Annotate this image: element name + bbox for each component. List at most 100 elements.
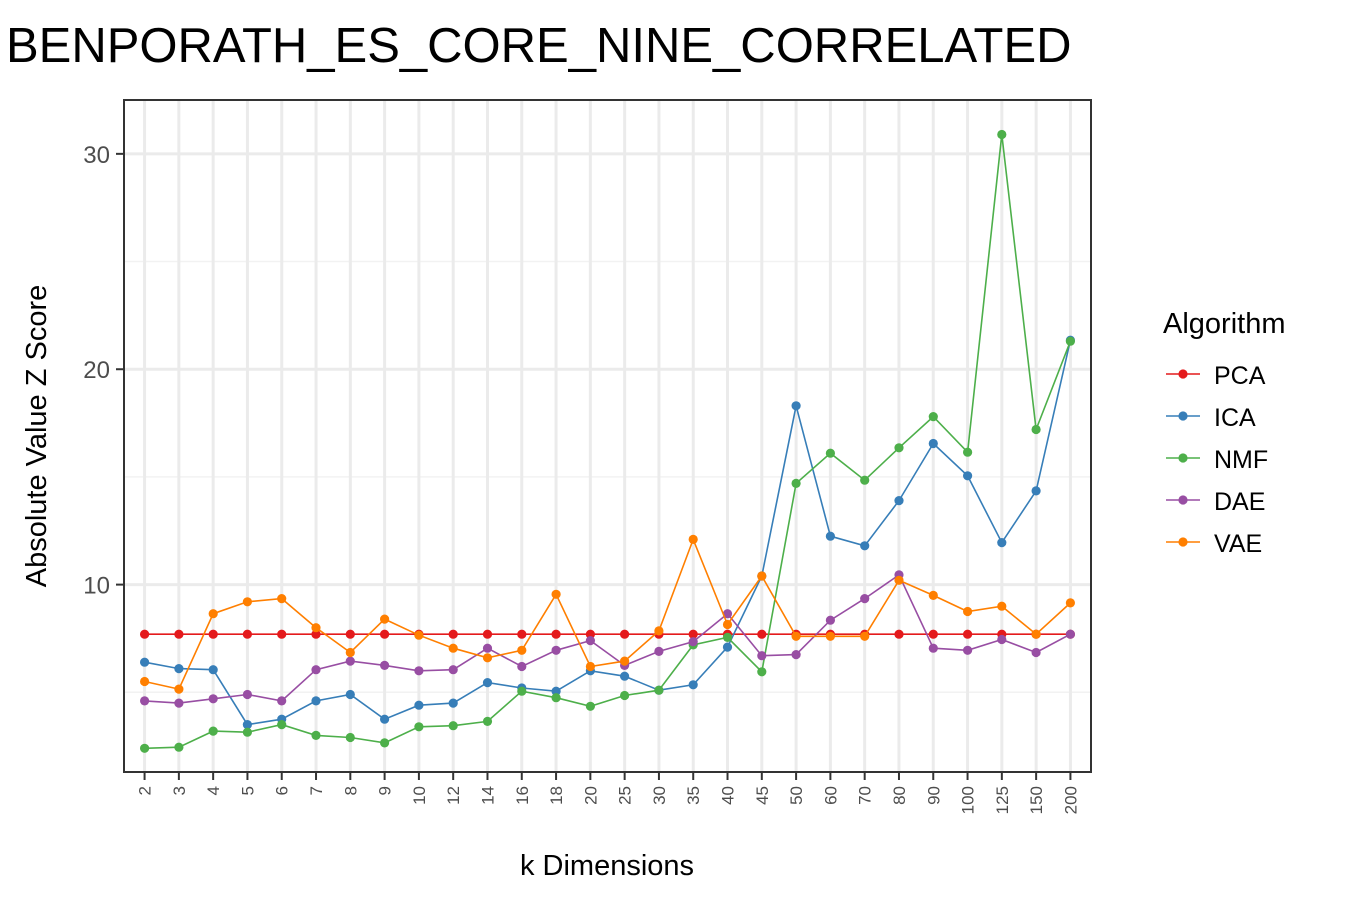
x-tick-label: 10 [410,786,429,805]
data-point-vae [688,534,698,545]
legend-title: Algorithm [1163,308,1286,340]
data-point-pca [620,629,630,639]
series-line-dae [144,573,1071,704]
data-point-dae [345,656,355,666]
x-tick-label: 25 [616,786,635,805]
data-point-ica [997,538,1007,548]
data-point-dae [654,646,664,657]
data-point-dae [1065,629,1075,639]
plot-border [123,99,1092,773]
data-point-nmf [585,701,596,711]
x-tick-label: 2 [136,786,155,795]
x-tick-label: 150 [1027,786,1046,814]
data-point-nmf [620,690,630,701]
legend-point-nmf [1178,453,1188,463]
data-point-dae [448,665,458,675]
data-point-nmf [345,732,355,743]
legend-point-pca [1178,369,1188,379]
data-point-dae [174,698,184,708]
data-point-dae [208,694,218,704]
data-point-ica [1031,486,1041,496]
data-point-nmf [860,475,870,485]
data-point-dae [757,651,767,661]
data-point-dae [242,689,252,700]
x-tick-label: 35 [684,786,703,805]
data-point-nmf [1031,424,1041,435]
series-line-vae [144,537,1071,691]
data-point-vae [242,597,252,607]
legend-label-dae: DAE [1214,488,1265,516]
x-tick-label: 70 [856,786,875,805]
data-point-ica [963,471,973,481]
data-point-ica [894,496,904,506]
data-point-vae [860,631,870,641]
data-point-nmf [140,743,150,753]
data-point-dae [1031,647,1041,658]
data-point-vae [757,571,767,581]
data-point-ica [380,714,390,724]
data-point-ica [722,642,733,652]
data-point-vae [825,631,836,641]
data-point-vae [140,676,150,687]
data-point-dae [722,609,733,619]
x-tick-label: 100 [959,786,978,814]
x-tick-label: 20 [581,786,600,805]
data-point-ica [140,657,150,667]
x-tick-label: 3 [170,786,189,795]
y-tick-label: 10 [83,573,110,600]
data-point-vae [277,594,287,604]
x-tick-label: 30 [650,786,669,805]
data-point-nmf [791,478,801,488]
x-tick-label: 16 [513,786,532,805]
x-tick-label: 200 [1061,786,1080,814]
data-point-vae [791,631,801,641]
x-tick-label: 45 [753,786,772,805]
data-point-pca [963,629,973,639]
x-tick-label: 12 [444,786,463,805]
data-point-ica [414,700,424,710]
x-tick-label: 50 [787,786,806,805]
data-point-dae [551,645,561,655]
data-point-pca [688,629,698,639]
data-point-ica [448,698,458,708]
data-point-nmf [208,726,218,736]
data-point-pca [482,629,493,639]
data-point-ica [791,401,801,411]
legend: PCA ICA NMF DAE VAE [1166,362,1268,558]
data-point-vae [894,575,904,585]
x-tick-label: 60 [821,786,840,805]
data-point-dae [414,666,424,676]
data-point-dae [277,696,287,706]
data-point-vae [620,656,630,666]
data-point-vae [997,601,1007,611]
data-point-vae [482,653,493,663]
data-point-pca [277,629,287,639]
legend-label-ica: ICA [1214,404,1256,432]
data-point-pca [448,629,458,639]
y-tick-label: 30 [83,142,110,169]
data-point-nmf [311,730,321,741]
data-point-nmf [482,716,493,727]
x-tick-label: 14 [479,786,498,805]
legend-label-vae: VAE [1214,530,1262,558]
data-point-nmf [242,727,252,737]
x-tick-label: 8 [341,786,360,795]
data-point-dae [380,660,390,671]
data-point-nmf [551,693,561,703]
data-point-nmf [894,443,904,453]
data-point-ica [482,678,493,688]
data-point-vae [1031,629,1041,639]
data-point-pca [757,629,767,639]
x-tick-label: 80 [890,786,909,805]
data-point-pca [208,629,218,639]
data-point-dae [997,634,1007,645]
data-point-vae [551,589,561,599]
data-point-nmf [928,412,938,422]
data-point-ica [242,720,252,730]
data-point-ica [551,686,561,696]
data-point-nmf [997,129,1007,140]
data-point-pca [894,629,904,639]
legend-label-nmf: NMF [1214,446,1268,474]
x-tick-label: 40 [719,786,738,805]
